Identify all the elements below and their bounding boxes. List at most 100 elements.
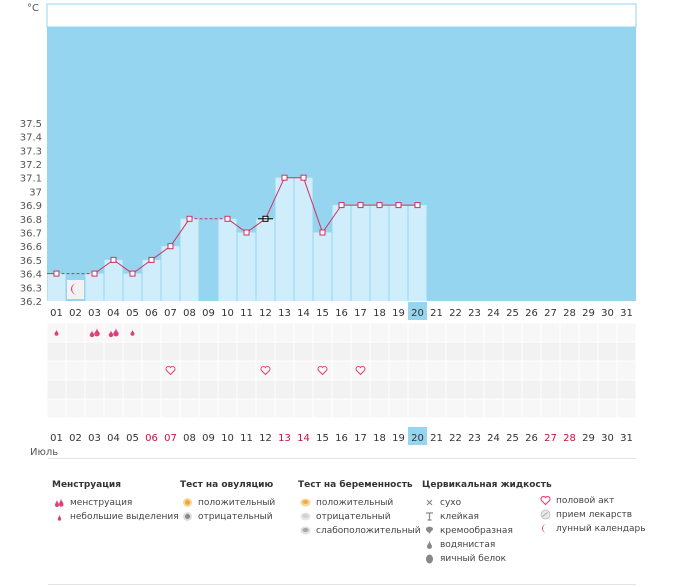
symbol-cell[interactable] <box>218 323 237 342</box>
symbol-cell[interactable] <box>370 380 389 399</box>
symbol-cell[interactable] <box>560 342 579 361</box>
symbol-cell[interactable] <box>294 380 313 399</box>
symbol-cell[interactable] <box>427 342 446 361</box>
temperature-bar[interactable] <box>294 177 313 301</box>
symbol-cell[interactable] <box>275 380 294 399</box>
symbol-cell[interactable] <box>218 380 237 399</box>
symbol-cell[interactable] <box>332 342 351 361</box>
symbol-cell[interactable] <box>484 361 503 380</box>
symbol-cell[interactable] <box>541 342 560 361</box>
temperature-point[interactable] <box>167 243 174 250</box>
symbol-cell[interactable] <box>161 323 180 342</box>
symbol-cell[interactable] <box>598 399 617 418</box>
symbol-cell[interactable] <box>85 380 104 399</box>
day-label-top[interactable]: 16 <box>335 308 348 319</box>
symbol-cell[interactable] <box>503 323 522 342</box>
day-label-bottom[interactable]: 14 <box>297 433 310 444</box>
day-label-bottom[interactable]: 11 <box>240 433 253 444</box>
symbol-cell[interactable] <box>408 323 427 342</box>
symbol-cell[interactable] <box>123 342 142 361</box>
symbol-cell[interactable] <box>351 342 370 361</box>
day-label-top[interactable]: 14 <box>297 308 310 319</box>
symbol-cell[interactable] <box>465 323 484 342</box>
temperature-bar[interactable] <box>256 218 275 301</box>
day-label-bottom[interactable]: 09 <box>202 433 215 444</box>
symbol-cell[interactable] <box>579 361 598 380</box>
day-label-bottom[interactable]: 23 <box>468 433 481 444</box>
day-label-top[interactable]: 18 <box>373 308 386 319</box>
symbol-cell[interactable] <box>332 361 351 380</box>
day-label-bottom[interactable]: 12 <box>259 433 272 444</box>
day-label-bottom[interactable]: 13 <box>278 433 291 444</box>
symbol-cell[interactable] <box>560 361 579 380</box>
symbol-cell[interactable] <box>332 323 351 342</box>
day-label-top[interactable]: 01 <box>50 308 63 319</box>
symbol-cell[interactable] <box>313 342 332 361</box>
temperature-point[interactable] <box>300 174 307 181</box>
temperature-point[interactable] <box>414 202 421 209</box>
symbol-cell[interactable] <box>370 323 389 342</box>
temperature-bar[interactable] <box>180 218 199 301</box>
symbol-cell[interactable] <box>123 380 142 399</box>
day-label-top[interactable]: 20 <box>411 308 424 319</box>
symbol-cell[interactable] <box>142 380 161 399</box>
symbol-cell[interactable] <box>294 323 313 342</box>
symbol-cell[interactable] <box>484 380 503 399</box>
symbol-cell[interactable] <box>199 361 218 380</box>
symbol-cell[interactable] <box>446 323 465 342</box>
symbol-cell[interactable] <box>427 361 446 380</box>
symbol-cell[interactable] <box>446 361 465 380</box>
symbol-cell[interactable] <box>579 342 598 361</box>
day-label-top[interactable]: 27 <box>544 308 557 319</box>
symbol-cell[interactable] <box>275 323 294 342</box>
symbol-cell[interactable] <box>465 342 484 361</box>
symbol-cell[interactable] <box>142 342 161 361</box>
day-label-top[interactable]: 17 <box>354 308 367 319</box>
symbol-cell[interactable] <box>294 361 313 380</box>
symbol-cell[interactable] <box>541 380 560 399</box>
symbol-cell[interactable] <box>66 399 85 418</box>
day-label-top[interactable]: 13 <box>278 308 291 319</box>
symbol-cell[interactable] <box>332 399 351 418</box>
day-label-top[interactable]: 28 <box>563 308 576 319</box>
temperature-bar[interactable] <box>275 177 294 301</box>
day-label-top[interactable]: 10 <box>221 308 234 319</box>
symbol-cell[interactable] <box>199 342 218 361</box>
day-label-bottom[interactable]: 29 <box>582 433 595 444</box>
symbol-cell[interactable] <box>180 361 199 380</box>
symbol-cell[interactable] <box>522 323 541 342</box>
day-label-top[interactable]: 29 <box>582 308 595 319</box>
symbol-cell[interactable] <box>408 399 427 418</box>
symbol-cell[interactable] <box>199 399 218 418</box>
symbol-cell[interactable] <box>256 399 275 418</box>
temperature-bar[interactable] <box>370 205 389 301</box>
temperature-bar[interactable] <box>351 205 370 301</box>
symbol-cell[interactable] <box>237 380 256 399</box>
day-label-top[interactable]: 08 <box>183 308 196 319</box>
temperature-bar[interactable] <box>142 259 161 301</box>
symbol-cell[interactable] <box>579 399 598 418</box>
day-label-top[interactable]: 04 <box>107 308 120 319</box>
symbol-cell[interactable] <box>47 380 66 399</box>
symbol-cell[interactable] <box>484 323 503 342</box>
temperature-point[interactable] <box>148 256 155 263</box>
temperature-bar[interactable] <box>104 259 123 301</box>
symbol-cell[interactable] <box>522 342 541 361</box>
symbol-cell[interactable] <box>218 361 237 380</box>
day-label-top[interactable]: 12 <box>259 308 272 319</box>
symbol-cell[interactable] <box>85 399 104 418</box>
day-label-bottom[interactable]: 27 <box>544 433 557 444</box>
temperature-bar[interactable] <box>332 205 351 301</box>
symbol-cell[interactable] <box>85 342 104 361</box>
symbol-cell[interactable] <box>427 380 446 399</box>
symbol-cell[interactable] <box>446 380 465 399</box>
symbol-cell[interactable] <box>237 323 256 342</box>
symbol-cell[interactable] <box>465 361 484 380</box>
symbol-cell[interactable] <box>579 380 598 399</box>
symbol-cell[interactable] <box>446 399 465 418</box>
symbol-cell[interactable] <box>313 323 332 342</box>
symbol-cell[interactable] <box>313 361 332 380</box>
symbol-cell[interactable] <box>503 361 522 380</box>
symbol-cell[interactable] <box>180 342 199 361</box>
temperature-bar[interactable] <box>237 232 256 302</box>
